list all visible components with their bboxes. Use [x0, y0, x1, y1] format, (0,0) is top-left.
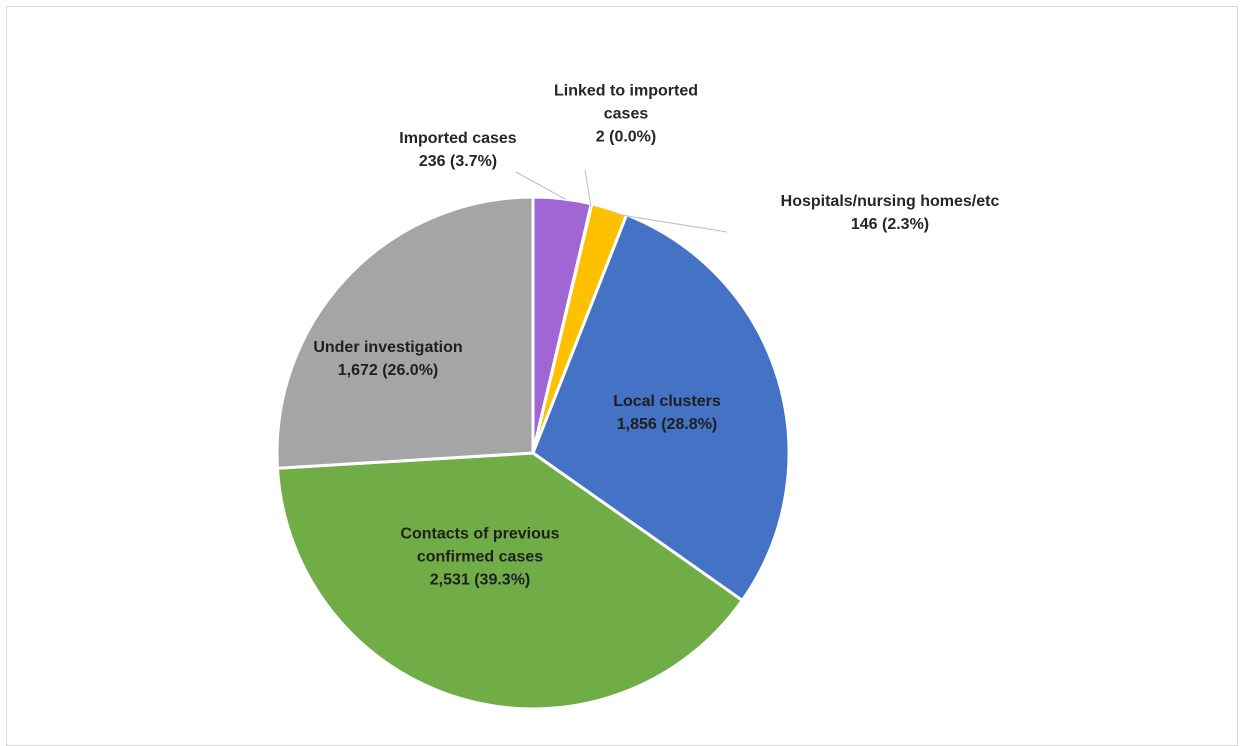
data-label-under-investigation: Under investigation 1,672 (26.0%) — [313, 339, 462, 379]
data-label-line: 146 (2.3%) — [851, 216, 929, 233]
leader-line-hospitals-nursing-homes — [608, 212, 728, 233]
pie-labels: Imported cases 236 (3.7%) Linked to import… — [313, 83, 999, 589]
pie-slice-contacts-of-previous-confirmed-cases — [275, 451, 744, 711]
data-label-contacts-of-previous-confirmed-cases: Contacts of previous confirmed cases 2,531… — [400, 526, 559, 589]
data-label-line: Local clusters — [613, 393, 721, 410]
data-label-line: 2 (0.0%) — [596, 129, 656, 146]
pie-slice-under-investigation — [275, 195, 535, 470]
data-label-line: Contacts of previous — [400, 526, 559, 543]
leader-line-imported-cases — [515, 171, 566, 200]
data-label-local-clusters: Local clusters 1,856 (28.8%) — [613, 393, 721, 433]
pie-slices — [275, 195, 791, 711]
data-label-line: Linked to imported — [554, 83, 698, 100]
data-label-line: confirmed cases — [417, 549, 543, 566]
data-label-line: cases — [604, 106, 649, 123]
data-label-imported-cases: Imported cases 236 (3.7%) — [399, 130, 516, 170]
data-label-line: 2,531 (39.3%) — [430, 572, 531, 589]
data-label-hospitals-nursing-homes: Hospitals/nursing homes/etc 146 (2.3%) — [781, 193, 1000, 233]
data-label-line: Imported cases — [399, 130, 516, 147]
data-label-line: Under investigation — [313, 339, 462, 356]
data-label-line: Hospitals/nursing homes/etc — [781, 193, 1000, 210]
data-label-linked-to-imported-cases: Linked to imported cases 2 (0.0%) — [554, 83, 698, 146]
leader-line-linked-to-imported-cases — [584, 169, 592, 208]
pie-slice-local-clusters — [531, 213, 791, 602]
data-label-line: 1,672 (26.0%) — [338, 362, 439, 379]
data-label-line: 1,856 (28.8%) — [617, 416, 718, 433]
data-label-line: 236 (3.7%) — [419, 153, 497, 170]
